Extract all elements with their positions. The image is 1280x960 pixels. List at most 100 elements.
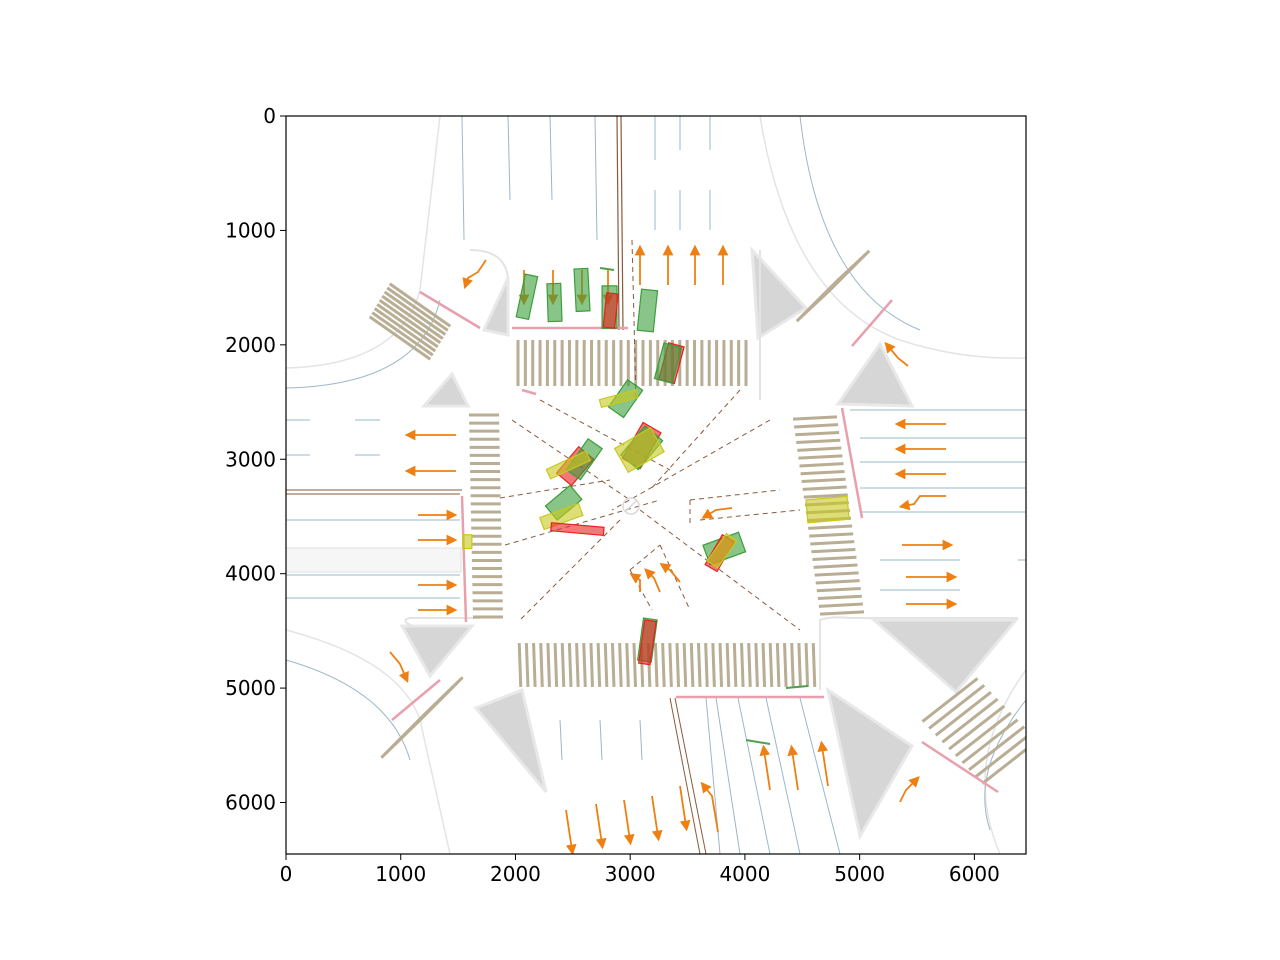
- y-tick-label: 0: [263, 104, 276, 128]
- detection-boxes: [462, 267, 850, 666]
- crosswalk-stripe: [618, 642, 623, 688]
- crosswalk-stripe: [794, 423, 839, 429]
- crosswalk-stripe: [981, 747, 1026, 785]
- map-background: [286, 116, 1026, 854]
- road-edge: [984, 669, 1026, 854]
- crosswalk-stripe: [810, 540, 855, 546]
- crosswalk-stripe: [378, 299, 442, 344]
- crosswalk: [368, 249, 1026, 785]
- crosswalk-stripe: [801, 477, 846, 484]
- stop-line: [391, 290, 999, 794]
- crosswalk-stripe: [798, 454, 843, 460]
- road-edge: [759, 116, 1026, 359]
- crosswalk-stripe: [813, 563, 858, 569]
- y-tick-label: 3000: [225, 447, 276, 471]
- crosswalk-stripe: [954, 711, 1012, 758]
- crosswalk-stripe: [740, 642, 745, 688]
- crosswalk-stripe: [697, 642, 702, 688]
- yellow-box: [462, 534, 473, 550]
- crosswalk-stripe: [517, 642, 523, 688]
- x-tick-label: 5000: [834, 862, 885, 886]
- crosswalk-stripe: [802, 485, 847, 491]
- yellow-box: [539, 502, 584, 531]
- crosswalk-stripe: [539, 642, 544, 688]
- crosswalk-stripe: [775, 642, 781, 688]
- crosswalk-stripe: [632, 642, 637, 688]
- x-tick-label: 1000: [375, 862, 426, 886]
- y-tick-label: 5000: [225, 676, 276, 700]
- yellow-box: [613, 427, 665, 474]
- crosswalk-stripe: [668, 642, 673, 688]
- crosswalk-stripe: [524, 642, 530, 688]
- traffic-island: [399, 245, 1020, 841]
- crosswalk-stripe: [795, 430, 840, 437]
- crosswalk-stripe: [653, 642, 659, 688]
- crosswalk-stripe: [747, 642, 752, 688]
- crosswalk-stripe: [675, 642, 681, 688]
- crosswalk-stripe: [553, 642, 559, 688]
- crosswalk-stripe: [704, 642, 709, 688]
- crosswalk-stripe: [711, 642, 716, 688]
- x-tick-label: 2000: [490, 862, 541, 886]
- crosswalk-stripe: [968, 725, 1026, 771]
- crosswalk-stripe: [732, 642, 738, 688]
- crosswalk-stripe: [941, 697, 999, 744]
- crosswalk-stripe: [610, 642, 616, 688]
- crosswalk-stripe: [804, 642, 810, 688]
- crosswalk-stripe: [928, 684, 986, 730]
- guide-path: [499, 239, 801, 631]
- green-box: [546, 282, 563, 323]
- crosswalk-stripe: [934, 691, 992, 737]
- green-box: [515, 273, 539, 321]
- crosswalk-stripe: [386, 286, 449, 332]
- crosswalk-stripe: [811, 547, 856, 554]
- y-tick-label: 6000: [225, 791, 276, 815]
- crosswalk-stripe: [754, 642, 759, 688]
- crosswalk-stripe: [797, 642, 802, 688]
- crosswalk-stripe: [800, 469, 845, 476]
- crosswalk-stripe: [974, 735, 1026, 778]
- lane-arrow: [389, 244, 958, 854]
- crosswalk-stripe: [811, 642, 817, 688]
- x-axis: 0 1000 2000 3000 4000 5000 6000: [280, 854, 1000, 886]
- yellow-box: [545, 450, 591, 480]
- road-edge: [286, 116, 441, 369]
- crosswalk-stripe: [725, 642, 731, 688]
- crosswalk-stripe: [921, 677, 979, 723]
- crosswalk-stripe: [768, 642, 774, 688]
- road-edge: [286, 659, 411, 761]
- crosswalk-stripe: [625, 642, 630, 688]
- crosswalk-stripe: [575, 642, 580, 688]
- crosswalk-stripe: [814, 571, 859, 577]
- y-axis: 0 1000 2000 3000 4000 5000 6000: [225, 104, 286, 815]
- crosswalk-stripe: [373, 307, 437, 353]
- crosswalk-stripe: [803, 493, 848, 499]
- crosswalk-stripe: [948, 704, 1006, 751]
- crosswalk-stripe: [546, 642, 551, 688]
- x-tick-label: 4000: [719, 862, 770, 886]
- crosswalk-stripe: [815, 579, 860, 585]
- crosswalk-stripe: [682, 642, 688, 688]
- crosswalk-stripe: [809, 532, 854, 538]
- crosswalk-stripe: [371, 311, 434, 357]
- crosswalk-stripe: [388, 282, 452, 328]
- crosswalk-stripe: [761, 642, 767, 688]
- crosswalk-stripe: [532, 642, 537, 688]
- crosswalk-stripe: [368, 315, 432, 361]
- y-tick-label: 1000: [225, 218, 276, 242]
- x-tick-label: 6000: [949, 862, 1000, 886]
- yellow-box: [805, 495, 850, 524]
- plot-frame: [285, 115, 1027, 855]
- crosswalk-stripe: [808, 524, 853, 530]
- road-edge: [799, 116, 921, 331]
- crosswalk-stripe: [718, 642, 724, 688]
- crosswalk-stripe: [376, 303, 439, 349]
- road-edge: [286, 629, 451, 854]
- red-box: [602, 292, 619, 329]
- crosswalk-stripe: [790, 642, 795, 688]
- green-box: [636, 288, 659, 333]
- crosswalk-stripe: [383, 290, 447, 336]
- y-tick-label: 4000: [225, 562, 276, 586]
- crosswalk-stripe: [603, 642, 609, 688]
